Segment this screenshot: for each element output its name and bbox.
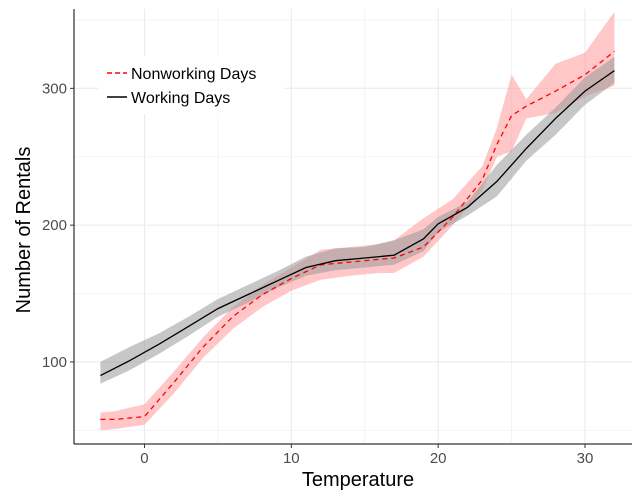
x-tick-label: 30: [577, 450, 594, 467]
tick-labels: 0 10 20 30 100 200 300: [42, 80, 593, 467]
series-line-1: [100, 70, 615, 377]
y-tick-label: 300: [42, 80, 67, 97]
legend-background: [98, 56, 284, 114]
confidence-band-1: [100, 56, 615, 384]
tick-marks: [70, 87, 586, 448]
y-axis-title: Number of Rentals: [13, 147, 35, 314]
legend-label-1: Working Days: [131, 90, 230, 107]
y-tick-label: 200: [42, 217, 67, 234]
series-lines: [100, 50, 615, 421]
y-tick-label: 100: [42, 354, 67, 371]
x-tick-label: 0: [140, 450, 148, 467]
legend: Nonworking Days Working Days: [98, 56, 284, 114]
axes: [73, 9, 632, 445]
legend-label-0: Nonworking Days: [131, 66, 256, 83]
x-tick-label: 20: [430, 450, 447, 467]
confidence-band-0: [100, 11, 615, 431]
x-tick-label: 10: [283, 450, 300, 467]
confidence-bands: [100, 11, 615, 431]
x-axis-title: Temperature: [302, 469, 414, 491]
